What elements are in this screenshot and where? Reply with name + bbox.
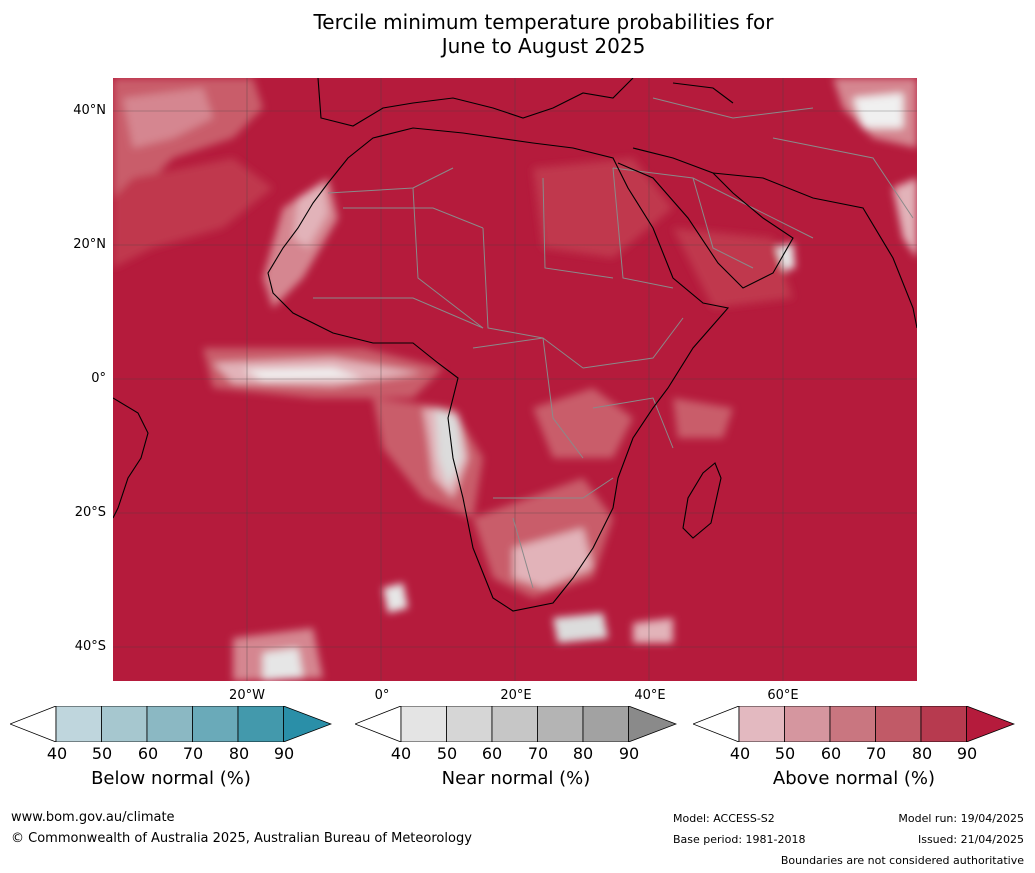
tick-label: 90 bbox=[618, 744, 640, 763]
tick-label: 50 bbox=[774, 744, 796, 763]
colorbar-segment bbox=[491, 706, 538, 742]
colorbar-segment bbox=[582, 706, 629, 742]
tick-label: 40 bbox=[46, 744, 68, 763]
probability-map bbox=[113, 78, 917, 681]
colorbar-near-normal-title: Near normal (%) bbox=[441, 768, 591, 789]
title-line-1: Tercile minimum temperature probabilitie… bbox=[313, 10, 774, 34]
lon-label-40e: 40°E bbox=[634, 688, 666, 703]
map-title: Tercile minimum temperature probabilitie… bbox=[0, 10, 1035, 58]
probability-patches bbox=[113, 78, 917, 681]
tick-label: 60 bbox=[820, 744, 842, 763]
issued-date: Issued: 21/04/2025 bbox=[917, 833, 1024, 846]
colorbar-segment bbox=[55, 706, 102, 742]
coastlines bbox=[113, 78, 917, 612]
colorbar-near-normal-scale bbox=[355, 706, 677, 742]
lat-label-40n: 40°N bbox=[73, 103, 106, 118]
tick-label: 70 bbox=[182, 744, 204, 763]
title-line-2: June to August 2025 bbox=[441, 34, 646, 58]
colorbar-low-extension bbox=[10, 706, 57, 742]
tick-label: 70 bbox=[527, 744, 549, 763]
tick-label: 60 bbox=[137, 744, 159, 763]
tick-label: 80 bbox=[911, 744, 933, 763]
colorbar-below-normal-scale bbox=[10, 706, 332, 742]
graticule bbox=[113, 78, 917, 681]
lon-label-60e: 60°E bbox=[767, 688, 799, 703]
colorbar-segment bbox=[875, 706, 922, 742]
colorbar-segment bbox=[784, 706, 831, 742]
colorbar-segment bbox=[146, 706, 193, 742]
colorbar-segment bbox=[101, 706, 148, 742]
lon-label-20e: 20°E bbox=[500, 688, 532, 703]
lat-label-0: 0° bbox=[91, 371, 106, 386]
tick-label: 60 bbox=[481, 744, 503, 763]
colorbar-high-extension bbox=[283, 706, 332, 742]
tick-label: 50 bbox=[436, 744, 458, 763]
colorbar-segment bbox=[400, 706, 447, 742]
tick-label: 80 bbox=[228, 744, 250, 763]
colorbar-segment bbox=[537, 706, 584, 742]
tick-label: 80 bbox=[572, 744, 594, 763]
tick-label: 40 bbox=[390, 744, 412, 763]
tick-label: 40 bbox=[729, 744, 751, 763]
colorbar-below-normal-title: Below normal (%) bbox=[91, 768, 251, 789]
base-period: Base period: 1981-2018 bbox=[673, 833, 806, 846]
colorbar-segment bbox=[446, 706, 493, 742]
tick-label: 50 bbox=[91, 744, 113, 763]
colorbar-high-extension bbox=[628, 706, 677, 742]
lon-label-0: 0° bbox=[374, 688, 390, 703]
lat-label-40s: 40°S bbox=[74, 639, 106, 654]
tick-label: 70 bbox=[865, 744, 887, 763]
colorbar-segment bbox=[920, 706, 967, 742]
colorbar-above-normal-scale bbox=[693, 706, 1015, 742]
model-run-date: Model run: 19/04/2025 bbox=[898, 812, 1024, 825]
model-name: Model: ACCESS-S2 bbox=[673, 812, 775, 825]
country-borders bbox=[313, 97, 914, 589]
colorbar-above-normal-title: Above normal (%) bbox=[772, 768, 936, 789]
colorbar-segment bbox=[192, 706, 239, 742]
colorbar-high-extension bbox=[966, 706, 1015, 742]
colorbar-segment bbox=[829, 706, 876, 742]
colorbar-segment bbox=[237, 706, 284, 742]
source-url: www.bom.gov.au/climate bbox=[11, 810, 175, 825]
lat-label-20s: 20°S bbox=[74, 505, 106, 520]
colorbar-low-extension bbox=[693, 706, 740, 742]
colorbar-low-extension bbox=[355, 706, 402, 742]
tick-label: 90 bbox=[956, 744, 978, 763]
boundaries-disclaimer: Boundaries are not considered authoritat… bbox=[780, 854, 1024, 867]
colorbar-segment bbox=[738, 706, 785, 742]
copyright-text: © Commonwealth of Australia 2025, Austra… bbox=[11, 831, 472, 846]
lat-label-20n: 20°N bbox=[73, 237, 106, 252]
lon-label-20w: 20°W bbox=[229, 688, 265, 703]
tick-label: 90 bbox=[273, 744, 295, 763]
